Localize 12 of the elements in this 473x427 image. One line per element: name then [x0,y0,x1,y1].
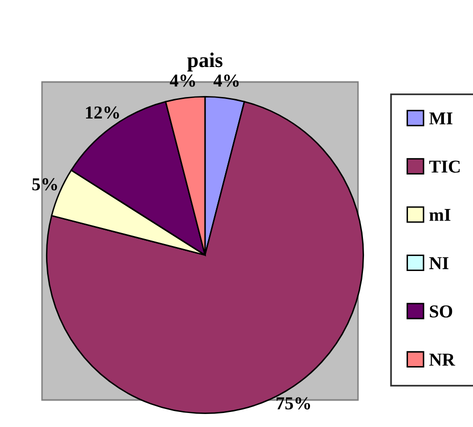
legend-label: MI [429,112,452,124]
legend-label: TIC [429,160,460,173]
chart-title: pais [187,52,222,72]
data-label: 12% [86,106,119,119]
data-label: 4% [170,74,196,87]
data-label: 4% [214,74,239,87]
legend-label: SO [430,305,452,318]
data-label: 5% [32,178,58,190]
legend-label: NR [429,354,456,366]
legend-label: NI [429,257,448,270]
legend-label: mI [429,208,450,221]
data-label: 75% [276,397,310,410]
